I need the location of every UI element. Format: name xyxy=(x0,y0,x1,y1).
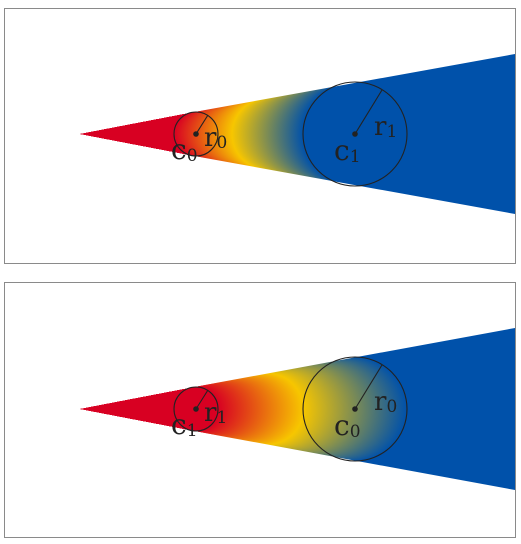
large-circle-top: c1 r1 xyxy=(302,81,408,187)
large-center-label-bottom: c0 xyxy=(334,409,361,442)
small-center-dot-top xyxy=(193,131,199,137)
small-radius-line-bottom xyxy=(195,389,209,410)
large-center-label-top: c1 xyxy=(334,134,361,167)
large-radius-sub-bottom: 0 xyxy=(386,397,397,417)
small-circle-outline-top xyxy=(173,111,219,157)
large-center-sub-bottom: 0 xyxy=(350,422,361,442)
small-center-sub-bottom: 1 xyxy=(187,421,198,441)
panel-top-gradient-cone xyxy=(72,54,515,214)
large-center-sub-top: 1 xyxy=(350,147,361,167)
small-circle-outline-bottom xyxy=(173,386,219,432)
small-center-sub-top: 0 xyxy=(187,146,198,166)
panel-top: c0 r0 c1 r1 xyxy=(4,8,516,264)
panel-bottom-gradient-cone xyxy=(74,328,515,490)
large-radius-sub-top: 1 xyxy=(386,122,397,142)
large-radius-line-top xyxy=(354,89,383,135)
small-radius-sub-bottom: 1 xyxy=(216,408,227,428)
large-circle-outline-top xyxy=(302,81,408,187)
small-circle-bottom: c1 r1 xyxy=(171,386,227,441)
small-circle-top: c0 r0 xyxy=(171,111,227,166)
large-radius-label-bottom: r0 xyxy=(374,387,397,417)
large-radius-line-bottom xyxy=(354,364,383,410)
large-center-dot-bottom xyxy=(352,406,358,412)
small-center-label-top: c0 xyxy=(171,133,198,166)
small-radius-line-top xyxy=(195,114,209,135)
panel-bottom: c1 r1 c0 r0 xyxy=(4,282,516,538)
small-radius-sub-top: 0 xyxy=(216,133,227,153)
large-circle-bottom: c0 r0 xyxy=(302,356,408,462)
small-center-dot-bottom xyxy=(193,406,199,412)
small-radius-label-top: r0 xyxy=(204,123,227,153)
large-center-dot-top xyxy=(352,131,358,137)
large-radius-label-top: r1 xyxy=(374,112,397,142)
small-center-label-bottom: c1 xyxy=(171,408,198,441)
large-circle-outline-bottom xyxy=(302,356,408,462)
small-radius-label-bottom: r1 xyxy=(204,398,227,428)
